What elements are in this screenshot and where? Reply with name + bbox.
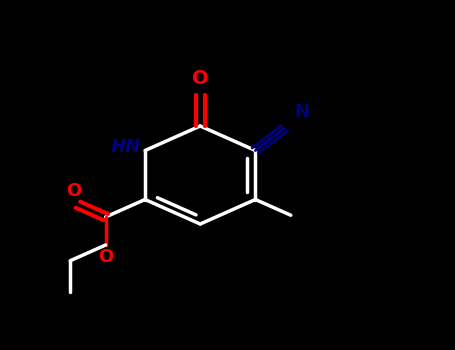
Text: O: O (192, 69, 208, 88)
Text: HN: HN (110, 138, 141, 156)
Text: O: O (66, 182, 81, 199)
Text: N: N (294, 103, 309, 120)
Text: O: O (98, 248, 113, 266)
